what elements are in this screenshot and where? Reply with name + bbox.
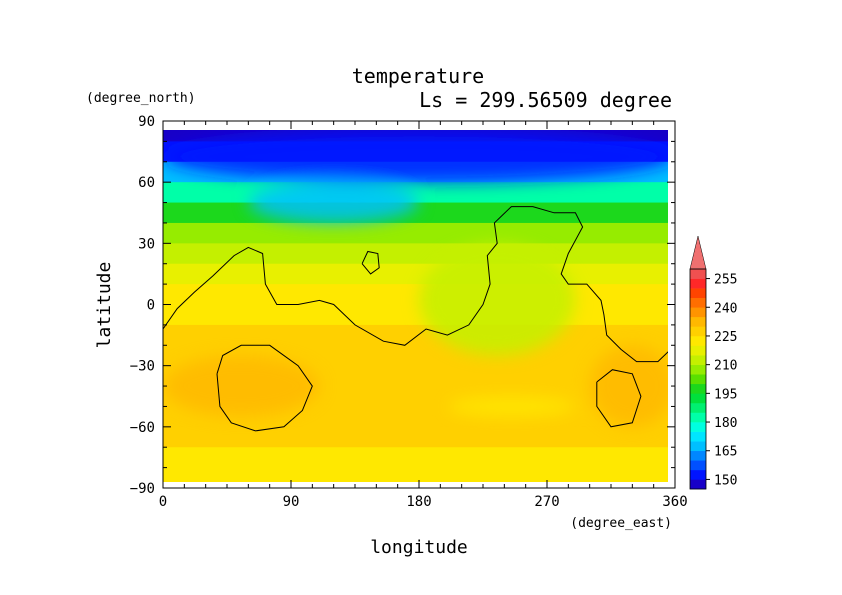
x-tick-label: 90 (283, 494, 300, 510)
latitude-band (163, 182, 668, 204)
colorbar-swatch (690, 335, 706, 346)
colorbar-tick-label: 165 (714, 445, 737, 460)
colorbar-swatch (690, 469, 706, 480)
y-tick-label: 60 (138, 175, 155, 191)
latitude-band (163, 426, 668, 448)
chart-subtitle: Ls = 299.56509 degree (419, 88, 672, 112)
temperature-region (163, 355, 320, 417)
contour-line (163, 206, 668, 363)
colorbar-swatch (690, 326, 706, 337)
colorbar-swatch (690, 307, 706, 318)
temperature-region (163, 131, 668, 183)
colorbar-frame (689, 268, 707, 490)
colorbar-swatch (690, 383, 706, 394)
colorbar-swatch (690, 402, 706, 413)
y-tick-label: −90 (130, 481, 155, 497)
temperature-region (419, 243, 576, 356)
latitude-band (163, 222, 668, 244)
colorbar-swatch (690, 422, 706, 432)
topography-contours (163, 206, 668, 432)
colorbar-tick-label: 195 (714, 387, 737, 402)
contour-line (361, 250, 380, 275)
x-units-label: (degree_east) (570, 516, 672, 531)
latitude-band (163, 345, 668, 367)
y-tick-label: −30 (130, 359, 155, 375)
contour-line (596, 369, 642, 428)
y-tick-label: 30 (138, 236, 155, 252)
latitude-band (163, 324, 668, 346)
temperature-region (589, 345, 668, 427)
colorbar-swatch (690, 364, 706, 375)
x-axis-label: longitude (370, 537, 468, 558)
colorbar-swatch (690, 355, 706, 365)
y-axis-label: latitude (94, 262, 115, 349)
colorbar-tick-label: 255 (714, 273, 737, 288)
colorbar-swatch (690, 316, 706, 327)
colorbar-tick-label: 150 (714, 473, 737, 488)
colorbar-swatch (690, 479, 706, 490)
latitude-band (163, 284, 668, 305)
colorbar-tick-label: 240 (714, 301, 737, 316)
colorbar-swatch (690, 297, 706, 308)
chart-title: temperature (352, 64, 484, 88)
latitude-band (163, 304, 668, 326)
y-tick-label: 0 (147, 298, 155, 314)
x-tick-label: 270 (534, 494, 559, 510)
colorbar-tick-label: 225 (714, 330, 737, 345)
temperature-field (163, 130, 668, 482)
colorbar-tick-label: 180 (714, 416, 737, 431)
colorbar-swatch (690, 460, 706, 471)
colorbar-swatch (690, 374, 706, 385)
latitude-band (163, 243, 668, 265)
colorbar-swatch (690, 288, 706, 298)
colorbar-swatch (690, 269, 706, 279)
latitude-band (163, 263, 668, 285)
y-axis-ticks: 90 60 30 0 −30 −60 −90 (130, 114, 675, 497)
colorbar-swatch (690, 345, 706, 356)
y-tick-label: 90 (138, 114, 155, 130)
x-axis-ticks: 0 90 180 270 360 (159, 121, 688, 510)
colorbar-swatch (690, 431, 706, 442)
colorbar-swatch (690, 450, 706, 461)
temperature-region (447, 396, 576, 417)
colorbar-swatch (690, 412, 706, 423)
x-tick-label: 0 (159, 494, 167, 510)
temperature-region (248, 182, 419, 223)
colorbar-tick-label: 210 (714, 359, 737, 374)
colorbar-swatch (690, 278, 706, 289)
colorbar-extend-arrow (689, 235, 707, 270)
x-tick-label: 180 (406, 494, 431, 510)
colorbar: 255 240 225 210 195 180 165 150 (689, 235, 737, 490)
x-tick-label: 360 (662, 494, 687, 510)
contour-line (216, 344, 313, 432)
y-tick-label: −60 (130, 420, 155, 436)
latitude-band (163, 467, 668, 482)
y-units-label: (degree_north) (86, 91, 196, 106)
colorbar-swatch (690, 441, 706, 452)
colorbar-swatch (690, 393, 706, 404)
regional-anomalies (163, 131, 668, 427)
latitude-band (163, 447, 668, 469)
latitude-band (163, 202, 668, 224)
